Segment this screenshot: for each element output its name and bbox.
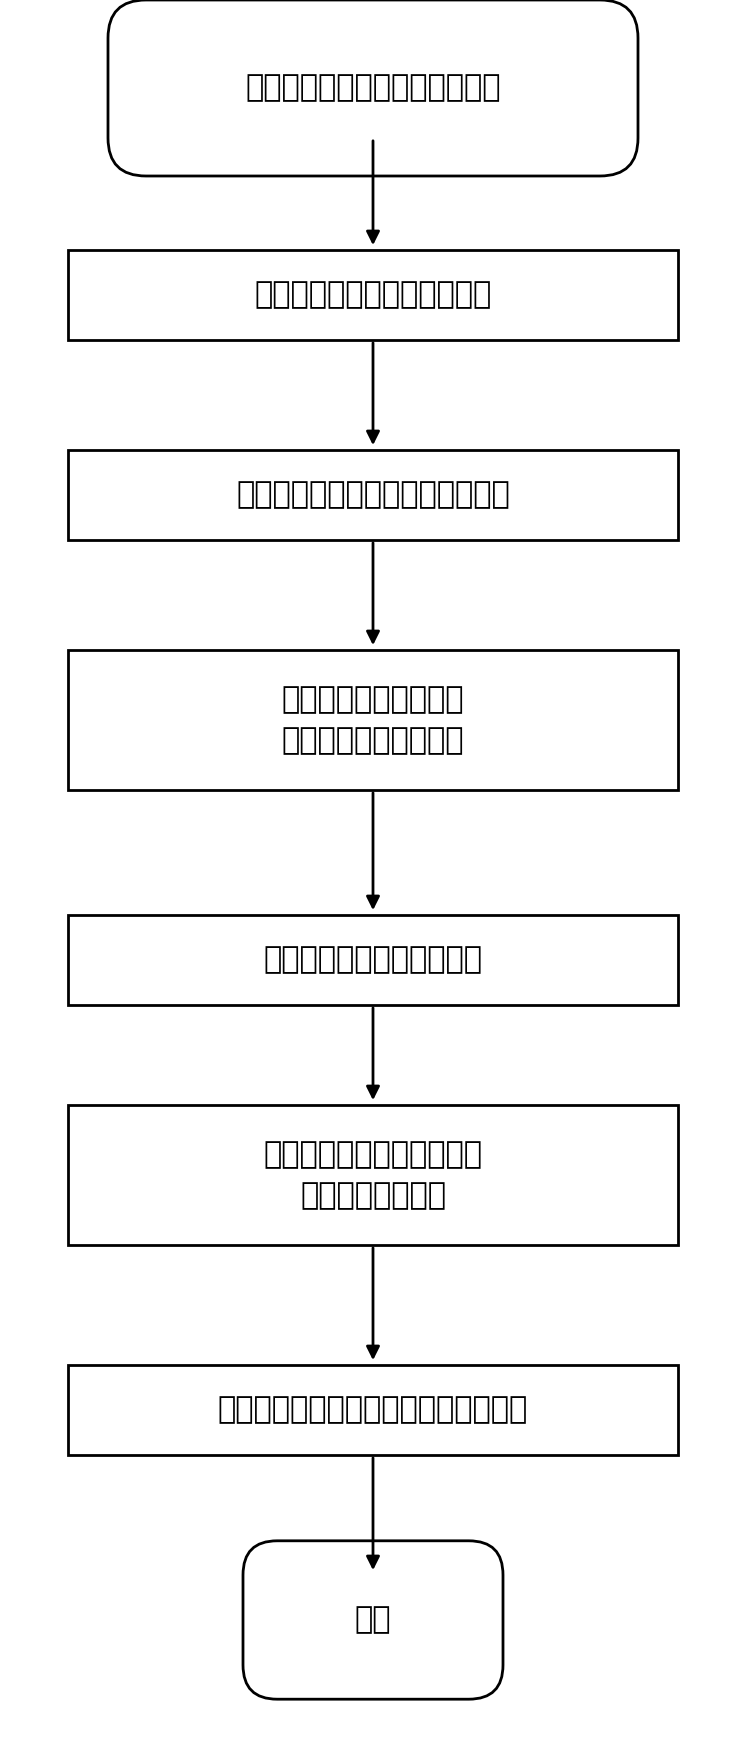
Bar bbox=[68, 650, 678, 791]
Text: 计算每个像元相对辐射
增益和偏移量定标因子: 计算每个像元相对辐射 增益和偏移量定标因子 bbox=[282, 685, 464, 754]
Text: 高低温辐射定标图像数据预处理: 高低温辐射定标图像数据预处理 bbox=[245, 73, 501, 103]
Text: 读取实时相对辐射校正系数: 读取实时相对辐射校正系数 bbox=[263, 946, 483, 974]
Bar bbox=[68, 1104, 678, 1246]
Bar bbox=[68, 1366, 678, 1455]
Bar bbox=[68, 449, 678, 540]
Bar bbox=[68, 915, 678, 1005]
Text: 返回: 返回 bbox=[355, 1606, 391, 1634]
Text: 保存处理后的高低温辐射定标图像数据: 保存处理后的高低温辐射定标图像数据 bbox=[218, 1395, 528, 1425]
FancyBboxPatch shape bbox=[243, 1542, 503, 1698]
Text: 对高低温辐射定标图像数据
进行相对辐射校正: 对高低温辐射定标图像数据 进行相对辐射校正 bbox=[263, 1141, 483, 1209]
Text: 将高低温辐射定标图像数据求平均: 将高低温辐射定标图像数据求平均 bbox=[236, 481, 510, 509]
Bar bbox=[68, 251, 678, 340]
FancyBboxPatch shape bbox=[108, 0, 638, 176]
Text: 读取高低温辐射定标图像数据: 读取高低温辐射定标图像数据 bbox=[254, 280, 492, 310]
